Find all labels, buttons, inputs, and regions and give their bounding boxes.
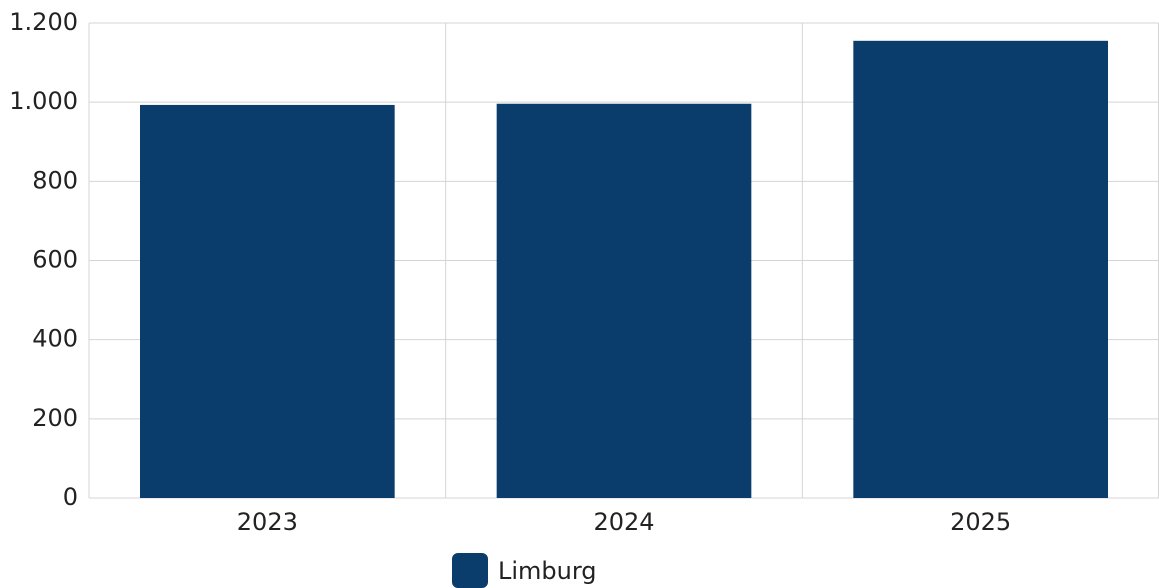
y-tick-label: 600 xyxy=(32,246,78,274)
legend-label: Limburg xyxy=(498,557,597,585)
x-tick-label: 2024 xyxy=(593,508,654,536)
bar xyxy=(853,40,1108,498)
bar xyxy=(140,104,395,498)
y-tick-label: 0 xyxy=(63,483,78,511)
y-tick-label: 800 xyxy=(32,166,78,194)
y-tick-label: 400 xyxy=(32,325,78,353)
legend-swatch xyxy=(452,553,488,588)
bar xyxy=(496,103,752,498)
y-tick-label: 200 xyxy=(32,404,78,432)
y-tick-label: 1.000 xyxy=(9,87,78,115)
y-tick-label: 1.200 xyxy=(9,8,78,36)
x-tick-label: 2025 xyxy=(950,508,1011,536)
x-tick-label: 2023 xyxy=(237,508,298,536)
